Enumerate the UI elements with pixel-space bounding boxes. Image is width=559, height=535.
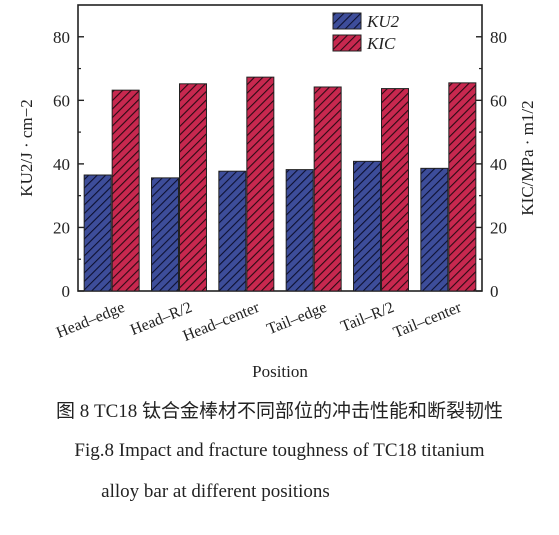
bar-kic bbox=[381, 88, 409, 292]
bar-kic bbox=[448, 82, 477, 292]
x-tick-label: Head–center bbox=[181, 299, 263, 345]
bar-ku2 bbox=[83, 174, 112, 292]
legend-label: KU2 bbox=[366, 12, 400, 31]
y-right-tick-label: 0 bbox=[490, 282, 499, 301]
bar-ku2 bbox=[218, 170, 247, 292]
bar-kic bbox=[313, 86, 342, 292]
y-right-tick-label: 80 bbox=[490, 28, 507, 47]
y-left-tick-label: 20 bbox=[53, 218, 70, 237]
legend-swatch bbox=[332, 34, 362, 52]
y-right-tick-label: 60 bbox=[490, 91, 507, 110]
x-tick-label: Tail–R/2 bbox=[338, 299, 396, 336]
y-right-tick-label: 40 bbox=[490, 155, 507, 174]
y-left-tick-label: 40 bbox=[53, 155, 70, 174]
bar-ku2 bbox=[151, 177, 179, 292]
legend-label: KIC bbox=[366, 34, 396, 53]
legend-swatch bbox=[332, 12, 362, 30]
bar-kic bbox=[111, 89, 140, 292]
y-right-axis-label: KIC/MPa · m1/2 bbox=[518, 100, 537, 215]
figure-caption-english-line1: Fig.8 Impact and fracture toughness of T… bbox=[74, 440, 485, 461]
x-tick-label: Head–edge bbox=[54, 299, 127, 342]
y-left-axis-label: KU2/J · cm−2 bbox=[17, 99, 36, 196]
figure-caption-chinese: 图 8 TC18 钛合金棒材不同部位的冲击性能和断裂韧性 bbox=[55, 401, 504, 422]
bar-ku2 bbox=[285, 169, 314, 292]
bar-ku2 bbox=[420, 167, 449, 292]
y-left-tick-label: 80 bbox=[53, 28, 70, 47]
bar-ku2 bbox=[353, 160, 381, 292]
bar-kic bbox=[179, 83, 207, 292]
y-left-tick-label: 60 bbox=[53, 91, 70, 110]
x-tick-label: Tail–center bbox=[391, 299, 464, 342]
y-left-tick-label: 0 bbox=[62, 282, 71, 301]
y-right-tick-label: 20 bbox=[490, 218, 507, 237]
plot-frame bbox=[77, 4, 483, 292]
figure-caption-english-line2: alloy bar at different positions bbox=[101, 481, 330, 502]
bar-kic bbox=[246, 76, 275, 292]
x-tick-label: Tail–edge bbox=[265, 299, 330, 338]
x-axis-label: Position bbox=[252, 362, 308, 381]
